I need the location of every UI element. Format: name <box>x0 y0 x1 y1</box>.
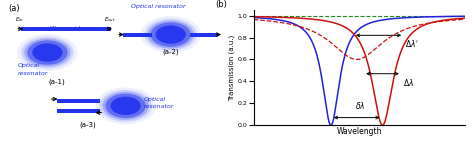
X-axis label: Wavelength: Wavelength <box>337 127 382 136</box>
Bar <box>21 27 111 31</box>
Text: $E_{in}$: $E_{in}$ <box>15 15 23 24</box>
Ellipse shape <box>145 19 197 51</box>
Text: $\delta\lambda$: $\delta\lambda$ <box>355 100 365 111</box>
Text: Optical: Optical <box>143 97 165 102</box>
Text: $\Delta\lambda'$: $\Delta\lambda'$ <box>405 37 419 49</box>
Bar <box>190 33 218 37</box>
Bar <box>57 99 100 103</box>
Text: (b): (b) <box>216 0 228 9</box>
Bar <box>123 33 152 37</box>
Ellipse shape <box>95 88 156 124</box>
Bar <box>57 109 100 113</box>
Text: (a-3): (a-3) <box>79 121 96 128</box>
Ellipse shape <box>100 90 152 122</box>
Ellipse shape <box>155 25 186 44</box>
Ellipse shape <box>27 40 68 65</box>
Text: resonator: resonator <box>18 71 48 76</box>
Ellipse shape <box>17 34 78 71</box>
Ellipse shape <box>105 94 146 118</box>
Y-axis label: Transmission (a.u.): Transmission (a.u.) <box>228 35 235 101</box>
Text: resonator: resonator <box>143 104 174 109</box>
Text: Optical: Optical <box>18 63 40 68</box>
Text: (a-1): (a-1) <box>48 78 65 85</box>
Ellipse shape <box>147 20 194 49</box>
Text: Waveguide: Waveguide <box>49 26 84 31</box>
Ellipse shape <box>151 22 191 47</box>
Ellipse shape <box>21 37 73 69</box>
Text: (a-2): (a-2) <box>162 49 179 55</box>
Text: $E_{out}$: $E_{out}$ <box>104 15 116 24</box>
Ellipse shape <box>24 38 71 67</box>
Ellipse shape <box>110 97 141 115</box>
Text: Optical resonator: Optical resonator <box>131 4 186 9</box>
Text: (a): (a) <box>8 4 20 13</box>
Text: $\Delta\lambda$: $\Delta\lambda$ <box>403 77 414 88</box>
Ellipse shape <box>32 43 63 62</box>
Ellipse shape <box>102 92 149 120</box>
Ellipse shape <box>140 16 201 53</box>
